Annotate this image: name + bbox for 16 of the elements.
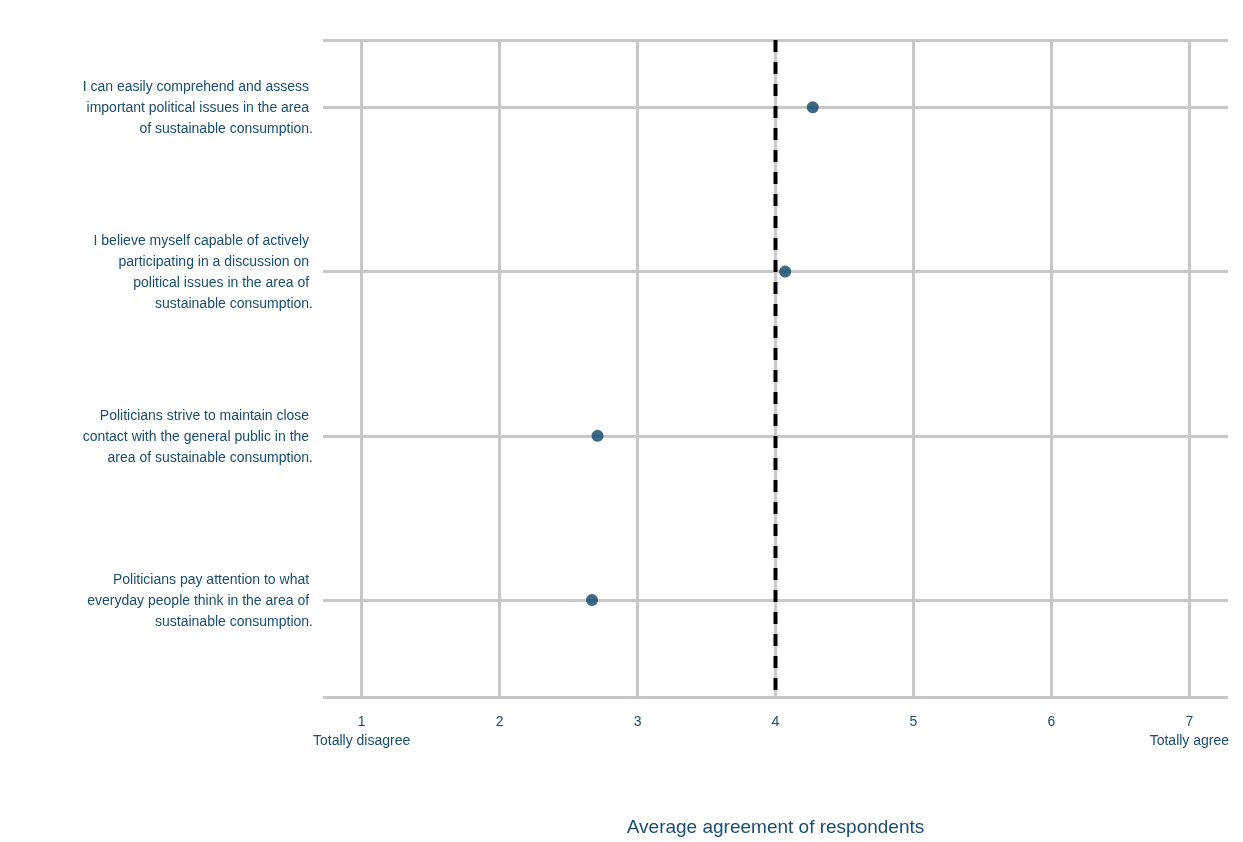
y-tick-label: I can easily comprehend and assess important political issues in the area of sustainable consumption. [82, 78, 313, 137]
point [806, 101, 819, 114]
point [586, 594, 599, 607]
x-tick-label: 3 [633, 712, 642, 729]
y-tick-label: Politicians strive to maintain close contact with the general public in the area of sustainable consumption. [82, 406, 313, 465]
y-tick-label: Politicians pay attention to what everyday people think in the area of sustainable consumption. [87, 571, 313, 630]
y-tick-label: I believe myself capable of actively participating in a discussion on political issues in the area of sustainable consumption. [93, 232, 313, 312]
x-axis-title: Average agreement of respondents [626, 816, 925, 837]
point [591, 429, 604, 442]
x-tick-label: 4 [771, 712, 780, 729]
x-tick-label: 5 [909, 712, 918, 729]
point [779, 265, 792, 278]
x-tick-label: 1 Totally disagree [312, 712, 411, 748]
x-tick-label: 2 [495, 712, 504, 729]
x-tick-label: 6 [1047, 712, 1056, 729]
x-tick-label: 7 Totally agree [1149, 712, 1230, 748]
